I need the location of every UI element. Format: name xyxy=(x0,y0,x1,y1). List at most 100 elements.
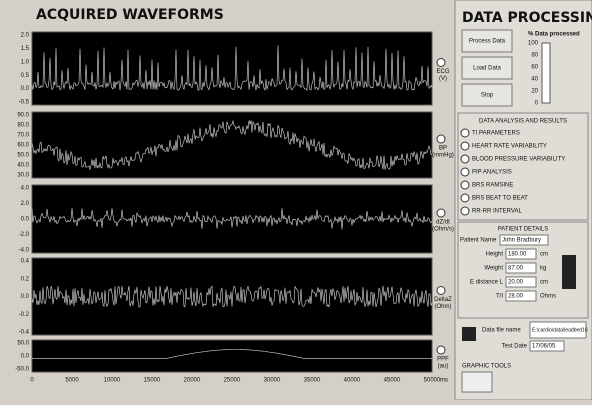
y-tick-label: 50.0 xyxy=(17,341,29,347)
y-tick-label: 0.2 xyxy=(21,276,30,282)
progress-scale: 80 xyxy=(531,53,538,59)
button-label: Stop xyxy=(481,93,494,99)
field-unit: cm xyxy=(540,280,548,286)
waveform xyxy=(32,349,432,359)
y-tick-label: 50.0 xyxy=(17,153,29,159)
channel-unit: (mmHg) xyxy=(432,153,454,159)
y-tick-label: -2.0 xyxy=(19,232,30,238)
y-tick-label: -0.4 xyxy=(19,330,30,336)
result-radio[interactable] xyxy=(460,193,470,203)
x-tick-label: 20000 xyxy=(184,378,201,384)
x-unit: ms xyxy=(440,378,448,384)
button-label: Process Data xyxy=(469,39,506,45)
channel-toggle[interactable] xyxy=(436,286,446,295)
x-tick-label: 15000 xyxy=(144,378,161,384)
result-item: BRS BEAT TO BEAT xyxy=(472,196,528,202)
date-value: 17/06/05 xyxy=(532,344,556,350)
y-tick-label: 4.0 xyxy=(21,186,30,192)
progress-scale: 0 xyxy=(535,101,539,107)
save-icon[interactable] xyxy=(462,327,476,341)
y-tick-label: 0.0 xyxy=(21,86,30,92)
result-radio[interactable] xyxy=(460,154,470,164)
patient-header: PATIENT DETAILS xyxy=(498,227,549,233)
channel-toggle[interactable] xyxy=(436,345,446,355)
y-tick-label: 1.0 xyxy=(21,59,30,65)
field-value: 87.00 xyxy=(508,266,524,272)
y-tick-label: 0.0 xyxy=(21,217,30,223)
y-tick-label: -0.2 xyxy=(19,312,30,318)
result-item: TI PARAMETERS xyxy=(472,131,520,137)
channel-toggle[interactable] xyxy=(436,58,446,67)
x-tick-label: 10000 xyxy=(104,378,121,384)
field-value: 180.00 xyxy=(508,252,527,258)
tools-palette[interactable] xyxy=(461,371,493,393)
progress-bar xyxy=(541,42,551,104)
x-tick-label: 25000 xyxy=(224,378,241,384)
result-item: RR-RR INTERVAL xyxy=(472,209,522,215)
y-tick-label: 80.0 xyxy=(17,123,29,129)
button[interactable] xyxy=(461,56,513,80)
y-tick-label: 40.0 xyxy=(17,163,29,169)
progress-scale: 100 xyxy=(528,41,539,47)
y-tick-label: -50.0 xyxy=(15,367,29,373)
results-box xyxy=(457,112,589,221)
right-title: DATA PROCESSING xyxy=(462,10,592,26)
result-item: PIP ANALYSIS xyxy=(472,170,512,176)
field-input[interactable] xyxy=(505,262,537,274)
name-label: Patient Name xyxy=(460,238,497,244)
result-item: BLOOD PRESSURE VARIABILITY xyxy=(472,157,565,163)
y-tick-label: -0.5 xyxy=(19,100,30,106)
name-field[interactable] xyxy=(499,234,549,246)
y-tick-label: 90.0 xyxy=(17,113,29,119)
channel-toggle[interactable] xyxy=(436,208,446,218)
channel-unit: (Ohm) xyxy=(435,304,452,310)
channel-label: PPF xyxy=(437,357,449,363)
waveform xyxy=(31,208,433,230)
result-radio[interactable] xyxy=(460,128,470,138)
channel-unit: (au) xyxy=(438,364,449,370)
field-unit: kg xyxy=(540,266,546,272)
waveform xyxy=(31,45,433,92)
plot-area xyxy=(31,111,433,179)
results-header: DATA ANALYSIS AND RESULTS xyxy=(479,119,567,125)
result-radio[interactable] xyxy=(460,141,470,151)
x-tick-label: 50000 xyxy=(424,378,441,384)
y-tick-label: 0.5 xyxy=(21,73,30,79)
result-item: HEART RATE VARIABILITY xyxy=(472,144,547,150)
date-field[interactable] xyxy=(529,340,565,352)
x-tick-label: 40000 xyxy=(344,378,361,384)
field-input[interactable] xyxy=(505,276,537,288)
field-label: Weight xyxy=(484,266,503,272)
button-label: Load Data xyxy=(473,66,501,72)
field-label: Height xyxy=(486,252,504,258)
result-radio[interactable] xyxy=(460,167,470,177)
x-tick-label: 45000 xyxy=(384,378,401,384)
plot-area xyxy=(31,31,433,106)
field-input[interactable] xyxy=(505,290,537,302)
tools-label: GRAPHIC TOOLS xyxy=(462,364,511,370)
file-label: Data file name xyxy=(482,328,521,334)
plot-area xyxy=(31,184,433,254)
result-radio[interactable] xyxy=(460,206,470,216)
y-tick-label: 30.0 xyxy=(17,173,29,179)
x-tick-label: 35000 xyxy=(304,378,321,384)
button[interactable] xyxy=(461,83,513,107)
button[interactable] xyxy=(461,29,513,53)
result-radio[interactable] xyxy=(460,180,470,190)
file-field[interactable] xyxy=(529,321,587,339)
x-tick-label: 30000 xyxy=(264,378,281,384)
patient-box xyxy=(457,221,589,319)
result-item: BRS RAMSINE xyxy=(472,183,513,189)
date-label: Test Date xyxy=(502,344,528,350)
x-tick-label: 5000 xyxy=(65,378,79,384)
x-tick-label: 0 xyxy=(30,378,34,384)
y-tick-label: 0.0 xyxy=(21,354,30,360)
y-tick-label: 2.0 xyxy=(21,201,30,207)
field-input[interactable] xyxy=(505,248,537,260)
channel-toggle[interactable] xyxy=(436,134,446,144)
progress-scale: 20 xyxy=(531,89,538,95)
y-tick-label: -4.0 xyxy=(19,248,30,254)
y-tick-label: 60.0 xyxy=(17,143,29,149)
